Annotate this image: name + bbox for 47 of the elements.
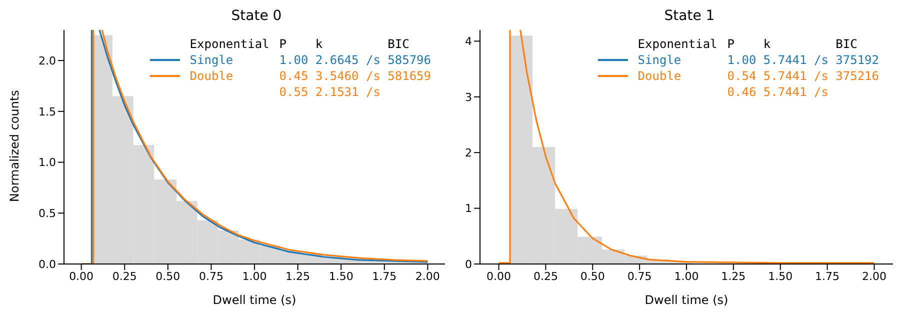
x-tick-label: 0.00 (69, 270, 94, 283)
x-tick-label: 2.00 (862, 270, 886, 283)
annotation: 1.00 2.6645 /s 585796 (279, 52, 431, 68)
y-tick-label: 0.0 (38, 258, 56, 271)
x-tick-label: 1.50 (768, 270, 793, 283)
chart-title: State 1 (663, 8, 716, 26)
y-tick-label: 0.5 (38, 207, 56, 220)
x-tick-label: 1.75 (815, 270, 840, 283)
legend-title: Exponential (638, 36, 718, 52)
x-tick-label: 0.50 (580, 270, 605, 283)
annotation: 0.46 5.7441 /s (727, 84, 830, 100)
y-tick-label: 1 (465, 202, 472, 216)
y-tick-label: 1.0 (38, 156, 56, 170)
legend-title: Exponential (190, 36, 270, 52)
annotation: 1.00 5.7441 /s 375192 (727, 52, 879, 68)
chart-title: State 0 (230, 8, 283, 26)
legend-label: Double (638, 68, 682, 84)
x-tick-label: 2.00 (415, 270, 440, 283)
annotation: 0.54 5.7441 /s 375216 (727, 68, 879, 84)
annotation: 0.55 2.1531 /s (279, 84, 382, 100)
y-axis-title: Normalized counts (7, 90, 22, 202)
x-tick-label: 0.00 (486, 270, 512, 283)
x-tick-label: 1.50 (328, 270, 354, 283)
x-tick-label: 0.25 (533, 270, 558, 283)
annotation: P k BIC (727, 36, 858, 52)
annotation: 0.45 3.5460 /s 581659 (279, 68, 431, 84)
x-tick-label: 1.75 (372, 270, 397, 283)
x-tick-label: 1.25 (721, 270, 746, 283)
y-tick-label: 3 (465, 90, 472, 104)
y-tick-label: 1.5 (38, 105, 56, 118)
x-tick-label: 0.75 (198, 270, 224, 283)
annotation: P k BIC (279, 36, 410, 52)
x-tick-label: 1.00 (674, 270, 699, 283)
legend-label: Single (638, 52, 682, 68)
x-tick-label: 0.75 (627, 270, 652, 283)
y-tick-label: 0 (465, 258, 472, 271)
legend-label: Double (190, 68, 234, 84)
x-tick-label: 1.00 (242, 270, 267, 283)
x-axis-title: Dwell time (s) (644, 293, 728, 307)
y-tick-label: 2.0 (38, 54, 56, 68)
y-tick-label: 4 (465, 35, 472, 48)
x-tick-label: 0.50 (156, 270, 180, 283)
x-tick-label: 0.25 (112, 270, 137, 283)
x-axis-title: Dwell time (s) (212, 293, 296, 307)
x-tick-label: 1.25 (286, 270, 310, 283)
legend-label: Single (190, 52, 234, 68)
y-tick-label: 2 (465, 146, 472, 160)
